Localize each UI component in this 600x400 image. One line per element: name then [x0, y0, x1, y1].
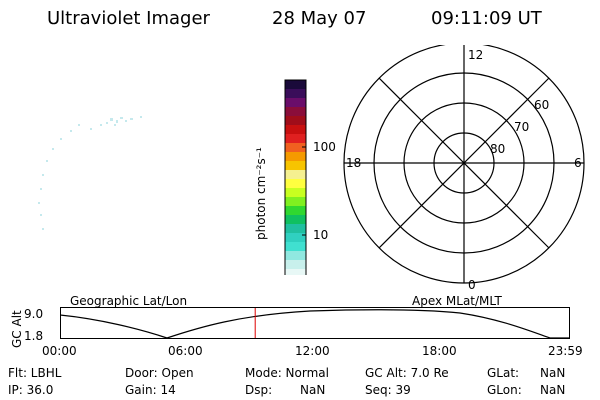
colorbar-swatch	[285, 269, 306, 275]
glat-label: GLat:	[487, 366, 520, 380]
colorbar-swatch	[285, 107, 306, 117]
timeline-x-tick-0: 00:00	[42, 344, 77, 358]
colorbar-swatch	[285, 89, 306, 99]
ip-info: IP: 36.0	[8, 383, 54, 397]
date-label: 28 May 07	[272, 8, 367, 29]
colorbar-swatch	[285, 116, 306, 126]
colorbar-swatch	[285, 98, 306, 108]
dsp-value: NaN	[300, 383, 326, 397]
dsp-label: Dsp:	[245, 383, 273, 397]
colorbar-swatch	[285, 215, 306, 225]
mode-info: Mode: Normal	[245, 366, 329, 380]
colorbar-swatch	[285, 242, 306, 252]
time-label: 09:11:09 UT	[431, 8, 542, 29]
timeline-y-tick-high: 9.0	[24, 307, 44, 321]
polar-mlat-mlt-plot: 12 18 6 0 60 70 80	[343, 45, 585, 290]
colorbar-tick-100: 100	[313, 140, 336, 154]
timeline-y-tick-low: 1.8	[24, 329, 44, 343]
color-scale-swatches	[285, 80, 306, 275]
colorbar-swatch	[285, 224, 306, 234]
timeline-x-tick-2: 12:00	[295, 344, 330, 358]
colorbar-swatch	[285, 206, 306, 216]
colorbar-unit-label: photon cm⁻²s⁻¹	[254, 147, 268, 240]
colorbar-swatch	[285, 179, 306, 189]
timeline-left-label: Geographic Lat/Lon	[70, 294, 188, 308]
timeline-x-tick-3: 18:00	[422, 344, 457, 358]
mlt-label-12: 12	[468, 48, 483, 62]
colorbar-swatch	[285, 143, 306, 153]
timeline-x-tick-1: 06:00	[168, 344, 203, 358]
colorbar-swatch	[285, 188, 306, 198]
timeline-right-label: Apex MLat/MLT	[412, 294, 502, 308]
seq-info: Seq: 39	[365, 383, 411, 397]
altitude-timeline-plot	[60, 307, 570, 339]
glon-label: GLon:	[487, 383, 522, 397]
mlt-label-18: 18	[346, 156, 361, 170]
colorbar-swatch	[285, 251, 306, 261]
imager-title: Ultraviolet Imager	[47, 8, 210, 29]
door-info: Door: Open	[125, 366, 194, 380]
lat-label-60: 60	[534, 98, 549, 112]
colorbar-swatch	[285, 161, 306, 171]
color-scale-bar	[284, 79, 307, 275]
timeline-y-label: GC Alt	[10, 310, 24, 348]
lat-label-70: 70	[514, 120, 529, 134]
glon-value: NaN	[540, 383, 566, 397]
colorbar-swatch	[285, 197, 306, 207]
lat-label-80: 80	[490, 142, 505, 156]
mlt-label-6: 6	[574, 156, 582, 170]
mlt-label-0: 0	[468, 278, 476, 290]
colorbar-swatch	[285, 233, 306, 243]
colorbar-swatch	[285, 260, 306, 270]
colorbar-tick-10: 10	[313, 228, 329, 242]
timeline-x-tick-4: 23:59	[548, 344, 583, 358]
colorbar-swatch	[285, 170, 306, 180]
colorbar-swatch	[285, 134, 306, 144]
colorbar-swatch	[285, 80, 306, 90]
filter-info: Flt: LBHL	[8, 366, 62, 380]
gc-alt-info: GC Alt: 7.0 Re	[365, 366, 449, 380]
colorbar-swatch	[285, 152, 306, 162]
gain-info: Gain: 14	[125, 383, 176, 397]
glat-value: NaN	[540, 366, 566, 380]
colorbar-swatch	[285, 125, 306, 135]
auroral-image	[38, 116, 142, 230]
